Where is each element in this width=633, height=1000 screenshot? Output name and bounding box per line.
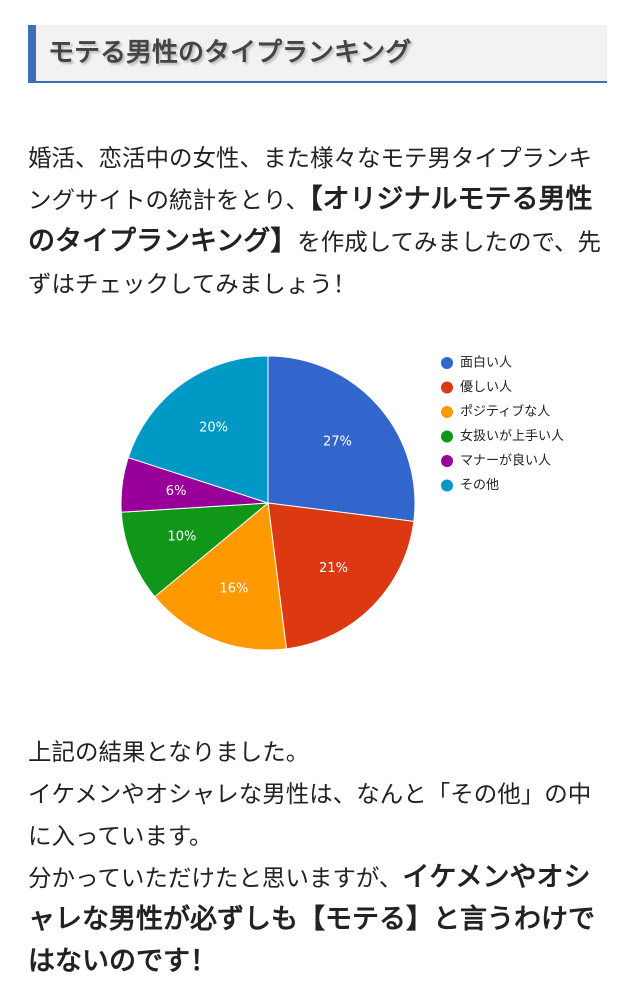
pie-slice — [127, 355, 269, 504]
legend-label: 面白い人 — [460, 355, 512, 371]
text: イケメンやオシャレな男性は、なんと「その他」の中に入っています。 — [28, 780, 592, 850]
slice-label: 10% — [167, 530, 196, 545]
legend-swatch — [441, 430, 453, 443]
legend-label: ポジティブな人 — [460, 404, 550, 420]
legend-label: 優しい人 — [460, 380, 512, 395]
text: を作成してみましたので、先ずはチェックしてみましょう！ — [28, 228, 602, 298]
pie-slice — [267, 355, 416, 522]
text: 分かっていただけたと思いますが、イケメンやオシャレな男性が必ずしも【モテる】と言… — [28, 857, 606, 983]
legend-swatch — [441, 381, 453, 394]
legend-label: その他 — [460, 478, 499, 493]
legend-swatch — [441, 479, 453, 492]
slice-label: 6% — [166, 484, 187, 499]
slice-label: 20% — [199, 421, 228, 436]
pie-slice — [120, 502, 270, 598]
legend-label: 女扱いが上手い人 — [460, 428, 564, 444]
text: 婚活、恋活中の女性、また様々なモテ男タイプランキングサイトの統計をとり、 — [28, 144, 592, 214]
pie-slice — [267, 502, 415, 650]
slice-label: 16% — [219, 582, 248, 597]
legend-label: マナーが良い人 — [460, 453, 551, 469]
emphasis: 【オリジナルモテる男性のタイプランキング】 — [28, 184, 593, 257]
intro: 婚活、恋活中の女性、また様々なモテ男タイプランキングサイトの統計をとり、【オリジ… — [28, 137, 606, 305]
legend-swatch — [441, 357, 453, 369]
heading: モテる男性のタイプランキング — [48, 38, 412, 68]
legend-swatch — [441, 455, 453, 467]
slice-label: 21% — [319, 561, 348, 576]
text: 分かっていただけたと思いますが、 — [28, 864, 403, 892]
legend-swatch — [441, 406, 453, 418]
pie-slice — [154, 502, 287, 651]
emphasis: イケメンやオシャレな男性が必ずしも【モテる】と言うわけではないのです！ — [28, 862, 595, 977]
text: 上記の結果となりました。 — [28, 738, 310, 766]
pie-chart: 27% 面白い人 21% 優しい人 16% ポジティブな人 10% 女扱いが上手い人 6% マナー… — [120, 355, 564, 651]
result: 上記の結果となりました。 イケメンやオシャレな男性は、なんと「その他」の中に入っ… — [28, 731, 606, 983]
slice-label: 27% — [323, 434, 352, 449]
heading-box: モテる男性のタイプランキング — [28, 25, 607, 83]
